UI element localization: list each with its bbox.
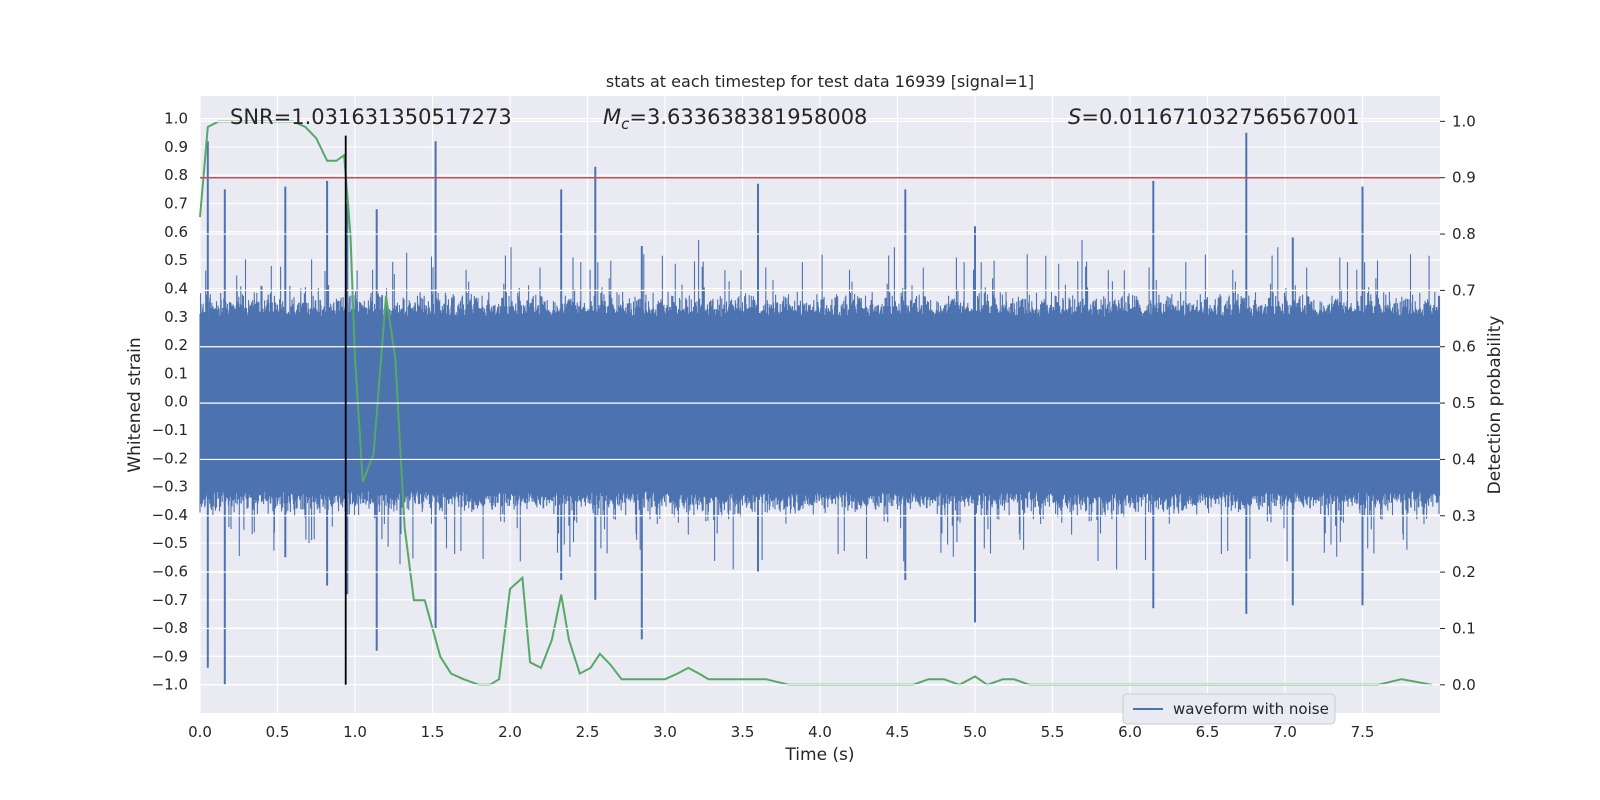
x-tick-label: 7.0 [1273, 723, 1297, 741]
probability-series [199, 120, 1433, 686]
y2-tick-label: 1.0 [1452, 112, 1476, 130]
reference-lines [200, 120, 1445, 686]
y2-tick-label: 0.7 [1452, 281, 1476, 299]
x-tick-label: 1.0 [343, 723, 367, 741]
y2-tick-label: 0.6 [1452, 338, 1476, 356]
x-tick-label: 7.5 [1351, 723, 1375, 741]
y-tick-label: 0.1 [164, 364, 188, 382]
x-tick-label: 0.0 [188, 723, 212, 741]
y-tick-label: 0.7 [164, 195, 188, 213]
y-tick-label: −0.3 [152, 478, 188, 496]
y-tick-label: −0.1 [152, 421, 188, 439]
y-tick-label: 0.8 [164, 166, 188, 184]
chirp-mass-value: =3.633638381958008 [629, 105, 867, 129]
y2-axis-label: Detection probability [1485, 316, 1505, 495]
chart-title: stats at each timestep for test data 169… [606, 72, 1034, 91]
y-tick-label: −0.6 [152, 562, 188, 580]
x-tick-label: 3.5 [731, 723, 755, 741]
y2-tick-label: 0.4 [1452, 450, 1476, 468]
waveform-noise-path [199, 240, 1441, 570]
y-tick-label: 0.6 [164, 223, 188, 241]
waveform-spikes-path [206, 132, 1364, 685]
y-tick-label: −0.4 [152, 506, 188, 524]
y-tick-label: −0.7 [152, 591, 188, 609]
chirp-mass-subscript: c [621, 115, 630, 133]
snr-annotation: SNR=1.031631350517273 [230, 105, 512, 129]
y2-tick-label: 0.3 [1452, 507, 1476, 525]
s-symbol: S [1068, 105, 1081, 129]
y-tick-label: 0.2 [164, 336, 188, 354]
probability-line [199, 120, 1433, 686]
y2-tick-label: 0.5 [1452, 394, 1476, 412]
y2-tick-label: 0.1 [1452, 619, 1476, 637]
s-value: =0.011671032756567001 [1081, 105, 1359, 129]
y-tick-label: 0.9 [164, 138, 188, 156]
y-tick-label: −0.5 [152, 534, 188, 552]
x-tick-label: 6.0 [1118, 723, 1142, 741]
y-tick-label: −0.8 [152, 619, 188, 637]
x-axis-label: Time (s) [784, 745, 854, 765]
x-tick-label: 3.0 [653, 723, 677, 741]
y-tick-label: 0.3 [164, 308, 188, 326]
y-tick-label: 1.0 [164, 110, 188, 128]
y-axis-label: Whitened strain [125, 337, 145, 472]
ticks: 0.0 0.5 1.0 1.5 2.0 2.5 3.0 3.5 4.0 4.5 5.0 5.5 6.0 6… [152, 110, 1476, 741]
chirp-mass-symbol: M [603, 105, 621, 129]
y-tick-label: 0.5 [164, 251, 188, 269]
x-tick-label: 4.0 [808, 723, 832, 741]
y-tick-label: −1.0 [152, 676, 188, 694]
legend-box [1122, 693, 1336, 725]
y2-tick-label: 0.8 [1452, 225, 1476, 243]
y2-tick-label: 0.0 [1452, 676, 1476, 694]
legend-label: waveform with noise [1173, 700, 1329, 718]
x-tick-label: 6.5 [1196, 723, 1220, 741]
waveform-series [199, 132, 1441, 685]
x-tick-label: 2.0 [498, 723, 522, 741]
x-tick-label: 5.5 [1041, 723, 1065, 741]
y-tick-label: 0.4 [164, 279, 188, 297]
x-tick-label: 2.5 [576, 723, 600, 741]
y-tick-label: 0.0 [164, 393, 188, 411]
x-tick-label: 5.0 [963, 723, 987, 741]
y-tick-label: −0.9 [152, 647, 188, 665]
x-tick-label: 1.5 [421, 723, 445, 741]
y-tick-label: −0.2 [152, 449, 188, 467]
legend: waveform with noise [1122, 693, 1336, 725]
chirp-mass-annotation: Mc=3.633638381958008 [603, 105, 867, 133]
y2-tick-label: 0.9 [1452, 169, 1476, 187]
y2-tick-label: 0.2 [1452, 563, 1476, 581]
x-tick-label: 4.5 [886, 723, 910, 741]
x-tick-label: 0.5 [266, 723, 290, 741]
s-annotation: S=0.011671032756567001 [1068, 105, 1359, 129]
